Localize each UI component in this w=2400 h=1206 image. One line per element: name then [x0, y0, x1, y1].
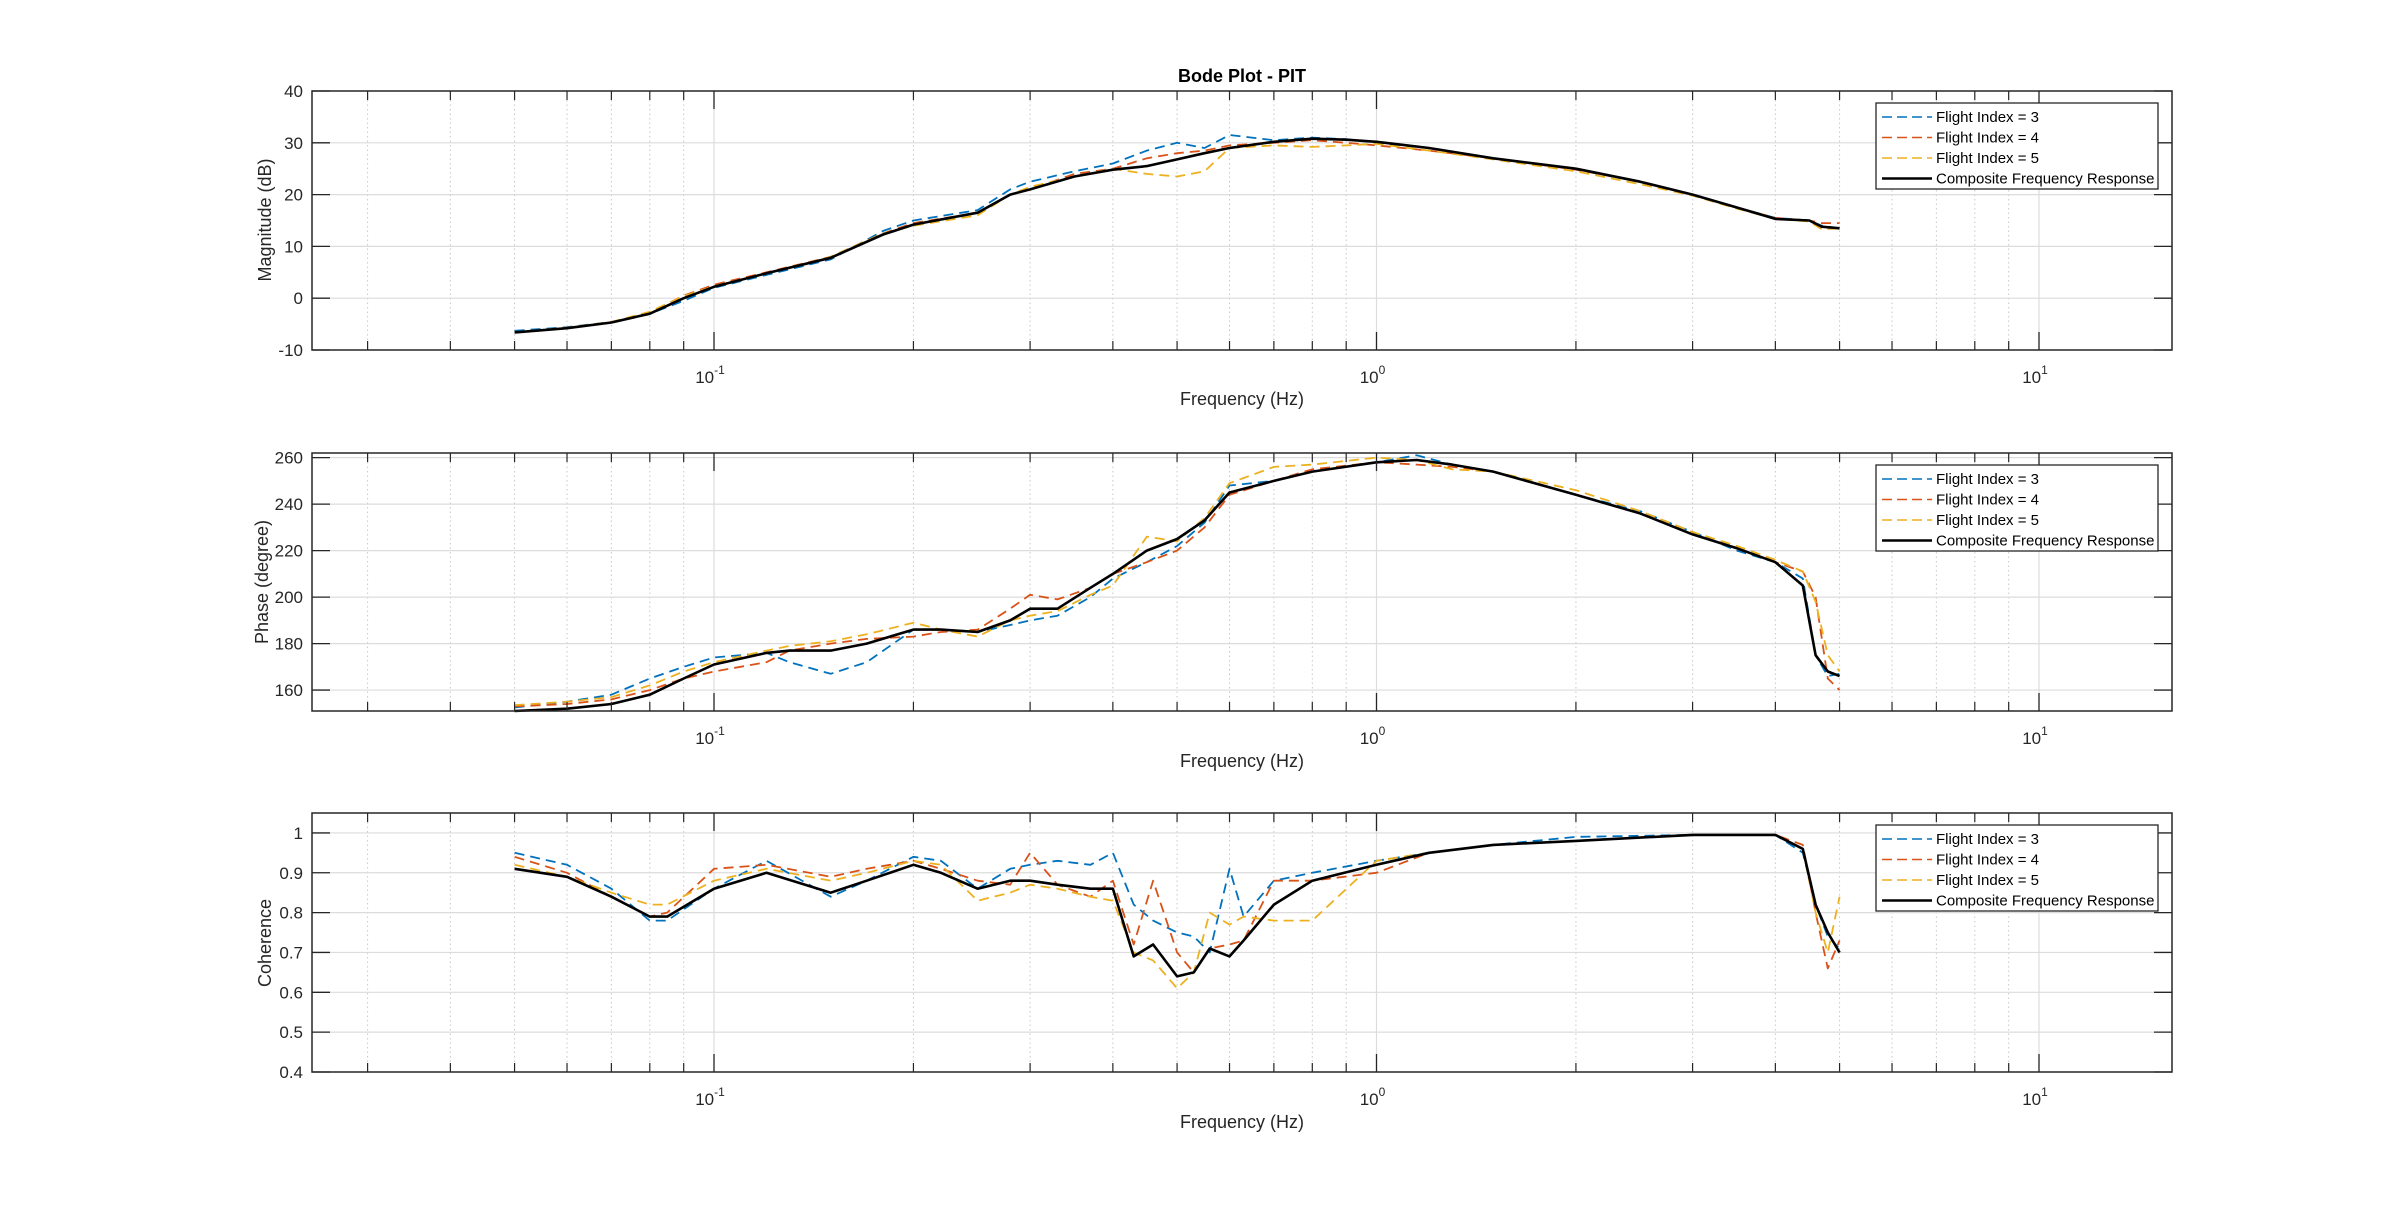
phase-x-axis-label: Frequency (Hz)	[1180, 751, 1304, 771]
y-tick-label: 160	[275, 681, 303, 700]
legend-box	[1875, 102, 2159, 190]
y-tick-label: 30	[284, 134, 303, 153]
composite-response-line	[514, 137, 1840, 334]
legend-label: Flight Index = 3	[1936, 109, 2039, 126]
phase-lines	[514, 454, 1841, 713]
flight-index-line	[514, 456, 1841, 707]
coherence-legend: Flight Index = 3 Flight Index = 4 Flight I…	[1875, 824, 2159, 912]
magnitude-frame	[311, 90, 2173, 351]
axes-box	[311, 452, 2173, 712]
y-tick-label: 0	[294, 289, 303, 308]
legend-label: Flight Index = 4	[1936, 852, 2039, 869]
axes-box	[311, 812, 2173, 1073]
composite-response-line	[514, 833, 1841, 978]
y-tick-label: 220	[275, 542, 303, 561]
y-tick-label: 10	[284, 237, 303, 256]
axes-box	[311, 90, 2173, 351]
y-tick-label: 20	[284, 186, 303, 205]
y-tick-label: 40	[284, 82, 303, 101]
y-tick-label: 0.9	[279, 864, 303, 883]
legend-label: Flight Index = 5	[1936, 872, 2039, 889]
coherence-lines	[514, 833, 1841, 990]
legend-label: Flight Index = 4	[1936, 492, 2039, 509]
phase-y-axis-label: Phase (degree)	[252, 520, 272, 644]
y-tick-label: 0.4	[279, 1063, 303, 1082]
y-tick-label: -10	[278, 341, 303, 360]
y-tick-label: 180	[275, 635, 303, 654]
coherence-frame	[311, 812, 2173, 1073]
phase-frame	[311, 452, 2173, 712]
legend-label: Composite Frequency Response	[1936, 171, 2154, 188]
y-tick-label: 1	[294, 824, 303, 843]
legend-box	[1875, 824, 2159, 912]
magnitude-x-axis-label: Frequency (Hz)	[1180, 389, 1304, 409]
legend-label: Flight Index = 3	[1936, 471, 2039, 488]
legend-box	[1875, 464, 2159, 552]
legend-label: Flight Index = 5	[1936, 150, 2039, 167]
legend-label: Flight Index = 5	[1936, 512, 2039, 529]
y-tick-label: 0.7	[279, 943, 303, 962]
legend-label: Composite Frequency Response	[1936, 533, 2154, 550]
y-tick-label: 0.5	[279, 1023, 303, 1042]
flight-index-line	[514, 461, 1841, 708]
legend-label: Flight Index = 3	[1936, 831, 2039, 848]
magnitude-legend: Flight Index = 3 Flight Index = 4 Flight I…	[1875, 102, 2159, 190]
magnitude-lines	[514, 134, 1840, 334]
y-tick-label: 200	[275, 588, 303, 607]
coherence-x-axis-label: Frequency (Hz)	[1180, 1112, 1304, 1132]
chart-title: Bode Plot - PIT	[1178, 66, 1306, 86]
y-tick-label: 0.6	[279, 983, 303, 1002]
magnitude-y-axis-label: Magnitude (dB)	[255, 158, 275, 281]
y-tick-label: 260	[275, 449, 303, 468]
composite-response-line	[514, 458, 1841, 713]
phase-legend: Flight Index = 3 Flight Index = 4 Flight I…	[1875, 464, 2159, 552]
coherence-y-axis-label: Coherence	[255, 899, 275, 987]
y-tick-label: 0.8	[279, 904, 303, 923]
phase-grid	[312, 453, 2172, 711]
y-tick-label: 240	[275, 495, 303, 514]
legend-label: Flight Index = 4	[1936, 130, 2039, 147]
legend-label: Composite Frequency Response	[1936, 893, 2154, 910]
